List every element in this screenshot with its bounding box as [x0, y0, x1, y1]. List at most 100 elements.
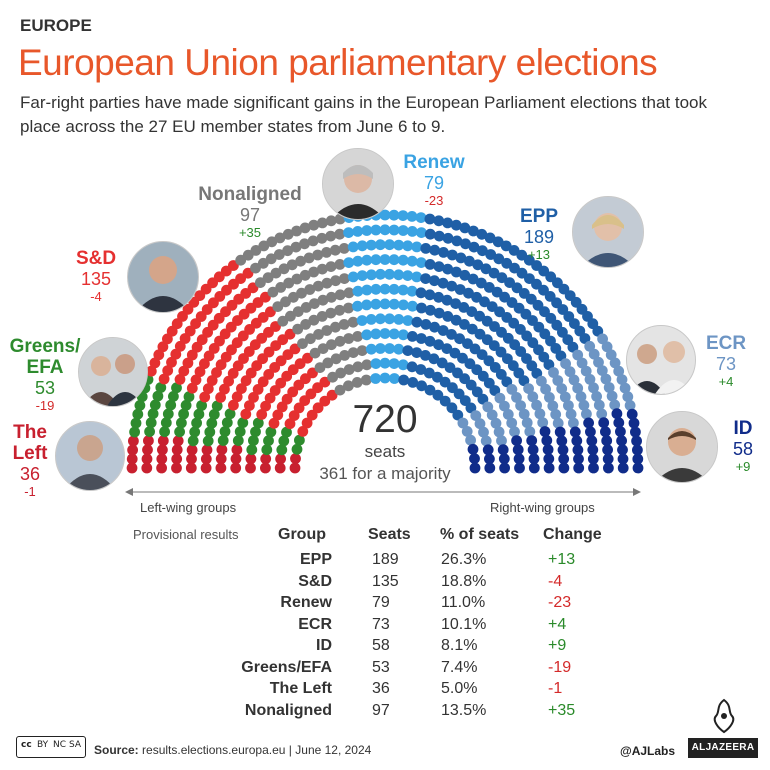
seat-sd	[293, 402, 305, 414]
label-ecr-change: +4	[718, 373, 734, 389]
seat-epp	[423, 367, 435, 379]
seat-nonaligned	[321, 325, 333, 336]
seat-renew	[375, 268, 386, 280]
seat-epp	[592, 325, 604, 337]
seat-greens	[211, 400, 223, 412]
seat-epp	[451, 235, 463, 247]
seat-ecr	[474, 418, 486, 430]
seat-renew	[379, 209, 391, 221]
seat-sd	[307, 367, 318, 379]
seat-nonaligned	[290, 241, 302, 253]
seat-nonaligned	[316, 263, 328, 275]
seat-the_left	[186, 444, 198, 456]
seat-epp	[460, 238, 471, 250]
seat-epp	[531, 368, 543, 379]
cell-seats: 135	[372, 572, 399, 590]
seat-ecr	[619, 382, 631, 394]
label-nonaligned: Nonaligned 97 +35	[184, 184, 316, 240]
seat-renew	[388, 224, 400, 236]
seat-sd	[196, 334, 208, 346]
seat-id	[498, 453, 510, 465]
seat-epp	[441, 343, 453, 354]
seat-sd	[284, 418, 296, 430]
seat-id	[527, 444, 539, 456]
seat-renew	[388, 283, 400, 295]
seat-greens	[183, 391, 195, 403]
seat-renew	[397, 284, 409, 296]
seat-ecr	[575, 391, 587, 403]
seat-ecr	[486, 409, 498, 421]
seat-sd	[248, 392, 259, 403]
seat-nonaligned	[321, 277, 333, 289]
seat-greens	[171, 382, 182, 394]
seat-renew	[388, 298, 400, 310]
seat-the_left	[171, 462, 182, 474]
seat-nonaligned	[297, 338, 308, 349]
label-epp-seats: 189	[523, 226, 555, 247]
seat-epp	[495, 346, 507, 358]
seat-id	[542, 444, 554, 455]
seat-nonaligned	[330, 321, 341, 333]
seat-renew	[361, 329, 373, 341]
seat-id	[554, 426, 566, 438]
seat-ecr	[536, 375, 547, 387]
seat-ecr	[493, 426, 505, 438]
seat-id	[482, 444, 494, 456]
seat-nonaligned	[300, 302, 312, 313]
seat-nonaligned	[343, 364, 355, 375]
seat-sd	[231, 391, 243, 403]
cell-change: +4	[548, 615, 567, 633]
ajlabs-handle: @AJLabs	[620, 744, 676, 758]
label-the-left-change: -1	[24, 483, 36, 499]
seat-epp	[446, 402, 458, 414]
label-the-left-name1: The	[13, 422, 47, 443]
seat-greens	[160, 417, 172, 429]
seat-renew	[411, 271, 423, 283]
axis-arrow-left	[125, 488, 133, 496]
seat-the_left	[289, 462, 301, 474]
seat-renew	[402, 270, 414, 281]
seat-sd	[257, 376, 269, 388]
seat-greens	[281, 426, 292, 438]
seat-ecr	[559, 391, 571, 403]
seat-epp	[455, 252, 467, 264]
seat-renew	[411, 241, 423, 253]
seat-epp	[446, 249, 458, 261]
seat-ecr	[603, 382, 615, 393]
seat-nonaligned	[282, 228, 294, 240]
seat-epp	[406, 361, 418, 373]
seat-greens	[130, 417, 142, 429]
seat-renew	[384, 313, 395, 325]
table-row: S&D 135 18.8% -4	[0, 573, 770, 595]
seat-nonaligned	[242, 249, 254, 261]
seat-renew	[379, 328, 391, 339]
seat-nonaligned	[278, 263, 290, 275]
seat-nonaligned	[308, 266, 320, 278]
seat-epp	[459, 222, 471, 234]
seat-epp	[402, 345, 414, 356]
seat-renew	[393, 343, 405, 355]
cell-group: ID	[316, 637, 332, 654]
seat-greens	[189, 426, 201, 438]
seat-id	[558, 453, 570, 465]
seat-the_left	[231, 444, 243, 456]
seat-epp	[415, 364, 427, 375]
cell-seats: 97	[372, 701, 390, 719]
seat-sd	[149, 357, 161, 369]
seat-nonaligned	[316, 232, 328, 244]
seat-epp	[416, 380, 427, 392]
seat-id	[611, 408, 623, 420]
seat-the_left	[274, 462, 286, 474]
seat-sd	[215, 392, 227, 403]
seat-epp	[442, 232, 454, 244]
seat-greens	[176, 417, 187, 429]
seat-epp	[485, 249, 497, 260]
seat-nonaligned	[327, 371, 338, 383]
left-wing-label: Left-wing groups	[140, 500, 237, 515]
seat-sd	[195, 311, 207, 322]
seat-sd	[301, 417, 313, 429]
seat-epp	[442, 311, 454, 322]
seat-ecr	[470, 410, 482, 421]
seat-epp	[538, 351, 550, 363]
seat-ecr	[597, 333, 608, 345]
